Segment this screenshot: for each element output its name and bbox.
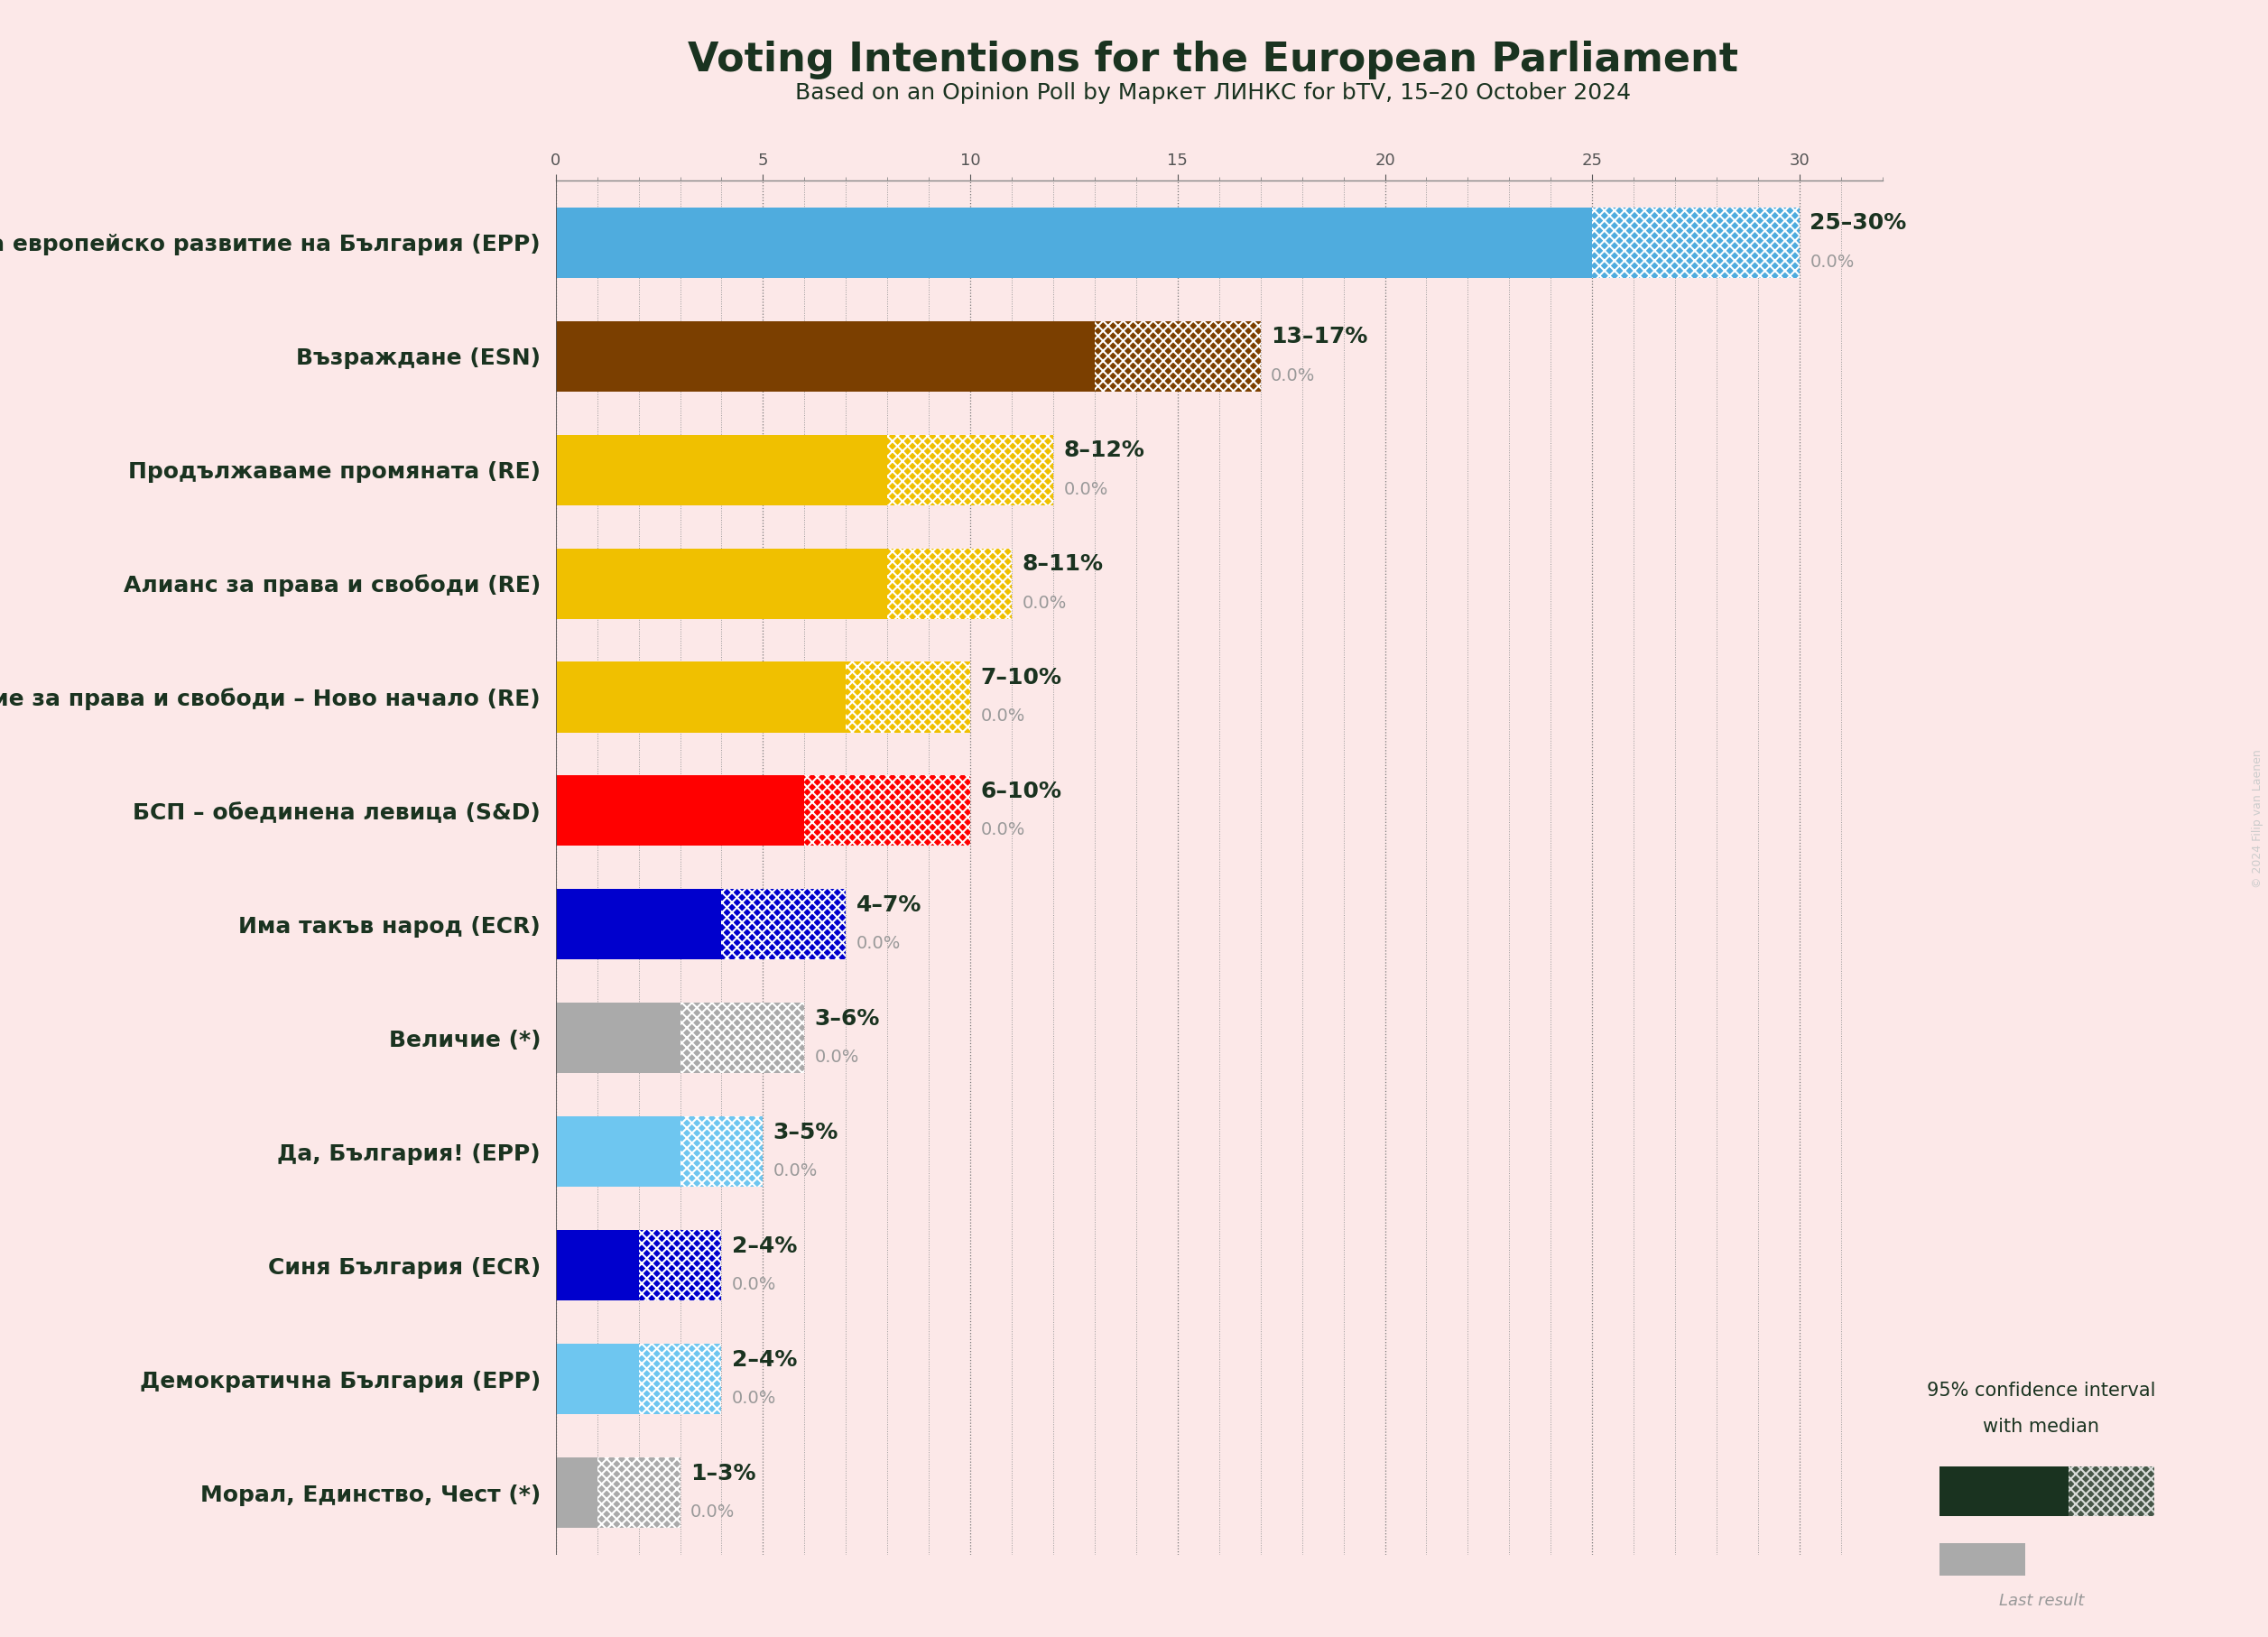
Text: 95% confidence interval: 95% confidence interval xyxy=(1928,1382,2155,1400)
Text: 0.0%: 0.0% xyxy=(1810,254,1855,270)
Bar xyxy=(556,1457,596,1527)
Text: 25–30%: 25–30% xyxy=(1810,213,1907,234)
Text: Last result: Last result xyxy=(1998,1593,2084,1609)
Text: 4–7%: 4–7% xyxy=(857,894,921,917)
Text: Based on an Opinion Poll by Маркет ЛИНКС for bTV, 15–20 October 2024: Based on an Opinion Poll by Маркет ЛИНКС… xyxy=(796,82,1631,103)
Bar xyxy=(721,889,846,959)
Bar xyxy=(556,889,721,959)
Text: Voting Intentions for the European Parliament: Voting Intentions for the European Parli… xyxy=(687,41,1740,80)
Bar xyxy=(556,208,1592,278)
Text: 0.0%: 0.0% xyxy=(980,707,1025,725)
Bar xyxy=(556,1003,680,1074)
Bar xyxy=(1095,321,1261,391)
Bar xyxy=(596,1457,680,1527)
Text: 0.0%: 0.0% xyxy=(689,1503,735,1521)
Bar xyxy=(2068,1467,2155,1516)
Text: 3–5%: 3–5% xyxy=(773,1121,839,1143)
Bar xyxy=(556,548,887,619)
Bar xyxy=(556,661,846,732)
Bar xyxy=(1592,208,1799,278)
Bar xyxy=(680,1116,762,1187)
Bar xyxy=(556,1229,640,1300)
Text: with median: with median xyxy=(1982,1418,2100,1436)
Bar xyxy=(846,661,971,732)
Text: 8–11%: 8–11% xyxy=(1023,553,1102,575)
Bar xyxy=(556,1344,640,1414)
Text: 3–6%: 3–6% xyxy=(814,1008,880,1030)
Bar xyxy=(556,321,1095,391)
Text: 0.0%: 0.0% xyxy=(980,822,1025,838)
Text: 7–10%: 7–10% xyxy=(980,666,1061,689)
Text: 0.0%: 0.0% xyxy=(773,1162,819,1180)
Text: 8–12%: 8–12% xyxy=(1064,440,1145,462)
Bar xyxy=(640,1229,721,1300)
Bar xyxy=(680,1003,805,1074)
Bar xyxy=(805,776,971,846)
Bar xyxy=(887,548,1012,619)
Text: © 2024 Filip van Laenen: © 2024 Filip van Laenen xyxy=(2252,750,2263,887)
Text: 1–3%: 1–3% xyxy=(689,1462,755,1485)
Bar xyxy=(556,435,887,506)
Text: 0.0%: 0.0% xyxy=(814,1049,860,1066)
Bar xyxy=(1939,1542,2025,1575)
Text: 0.0%: 0.0% xyxy=(733,1390,776,1406)
Text: 2–4%: 2–4% xyxy=(733,1349,796,1370)
Text: 0.0%: 0.0% xyxy=(1270,367,1315,385)
Bar xyxy=(887,435,1052,506)
Text: 6–10%: 6–10% xyxy=(980,781,1061,802)
Text: 0.0%: 0.0% xyxy=(857,935,900,953)
Text: 0.0%: 0.0% xyxy=(1023,594,1066,611)
Bar xyxy=(1939,1467,2068,1516)
Bar xyxy=(556,776,805,846)
Text: 0.0%: 0.0% xyxy=(733,1277,776,1293)
Bar xyxy=(556,1116,680,1187)
Bar xyxy=(640,1344,721,1414)
Text: 2–4%: 2–4% xyxy=(733,1236,796,1257)
Text: 13–17%: 13–17% xyxy=(1270,326,1368,347)
Text: 0.0%: 0.0% xyxy=(1064,481,1109,498)
